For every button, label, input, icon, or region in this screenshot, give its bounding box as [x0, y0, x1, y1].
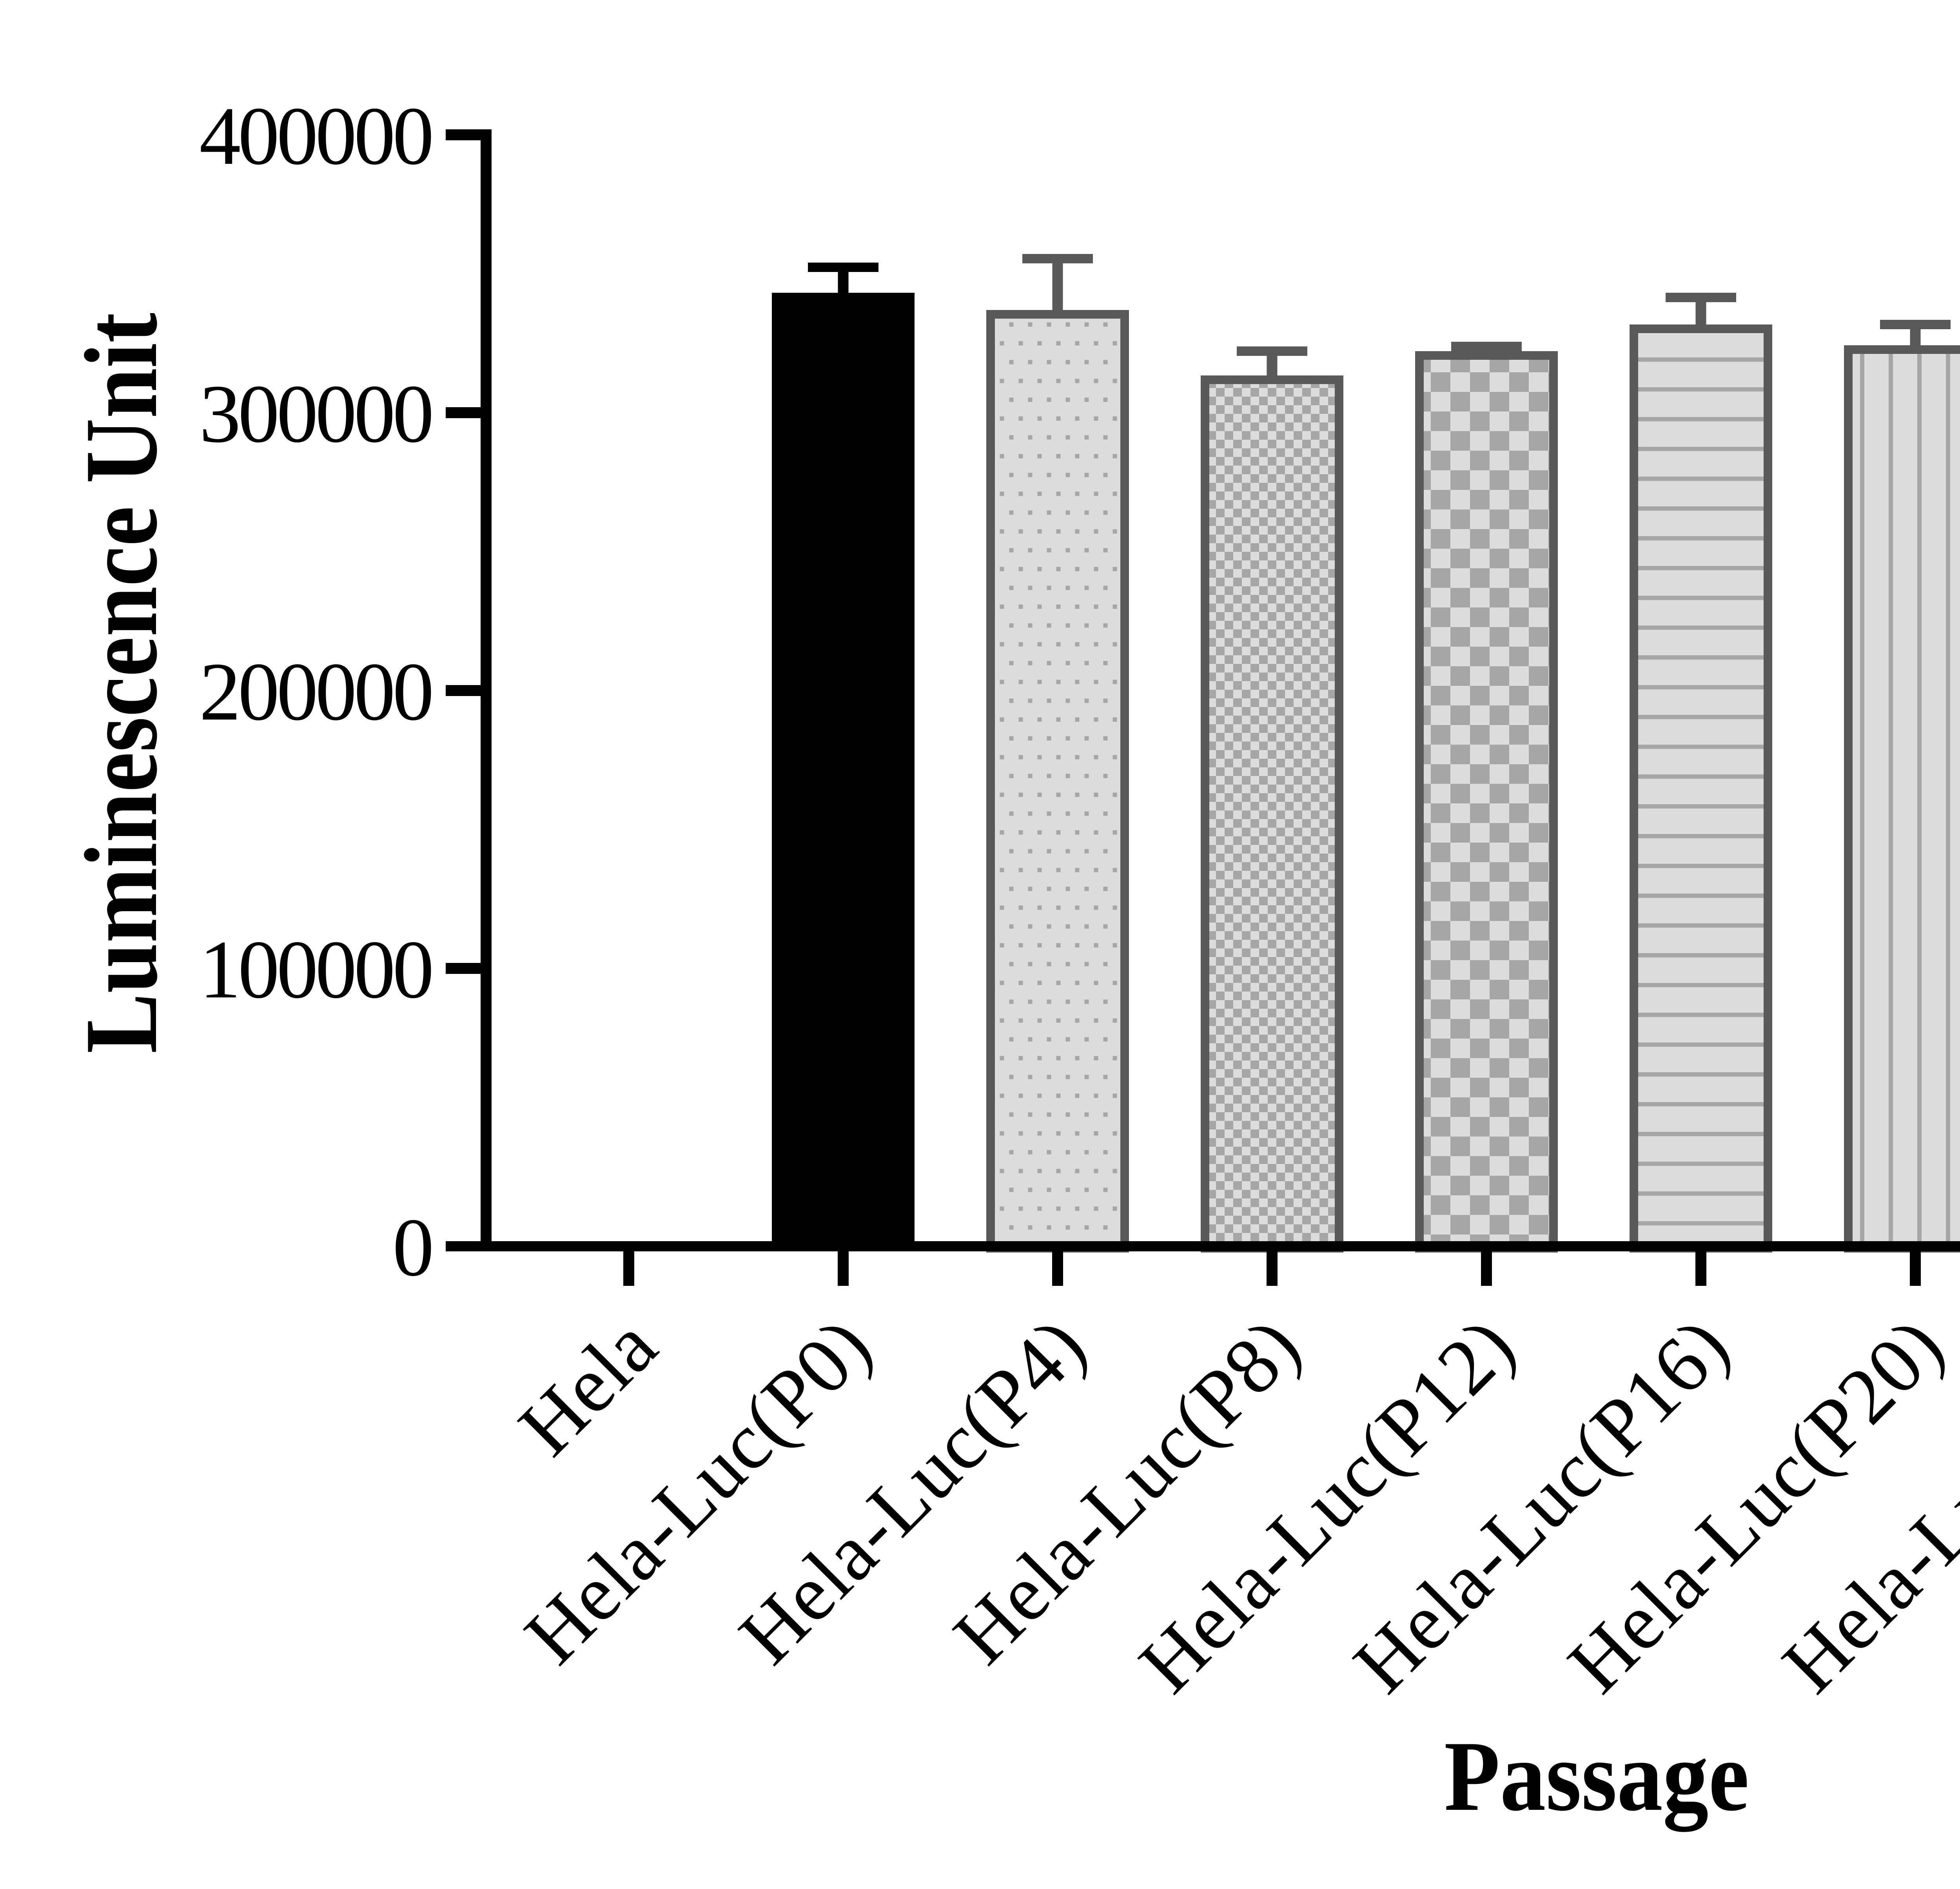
svg-text:Luminescence Unit: Luminescence Unit [64, 312, 179, 1053]
svg-text:100000: 100000 [199, 923, 431, 1015]
svg-text:200000: 200000 [199, 645, 431, 738]
svg-text:0: 0 [392, 1201, 431, 1293]
svg-text:Passage: Passage [1444, 1721, 1749, 1832]
svg-text:300000: 300000 [199, 368, 431, 460]
svg-text:400000: 400000 [199, 90, 431, 182]
